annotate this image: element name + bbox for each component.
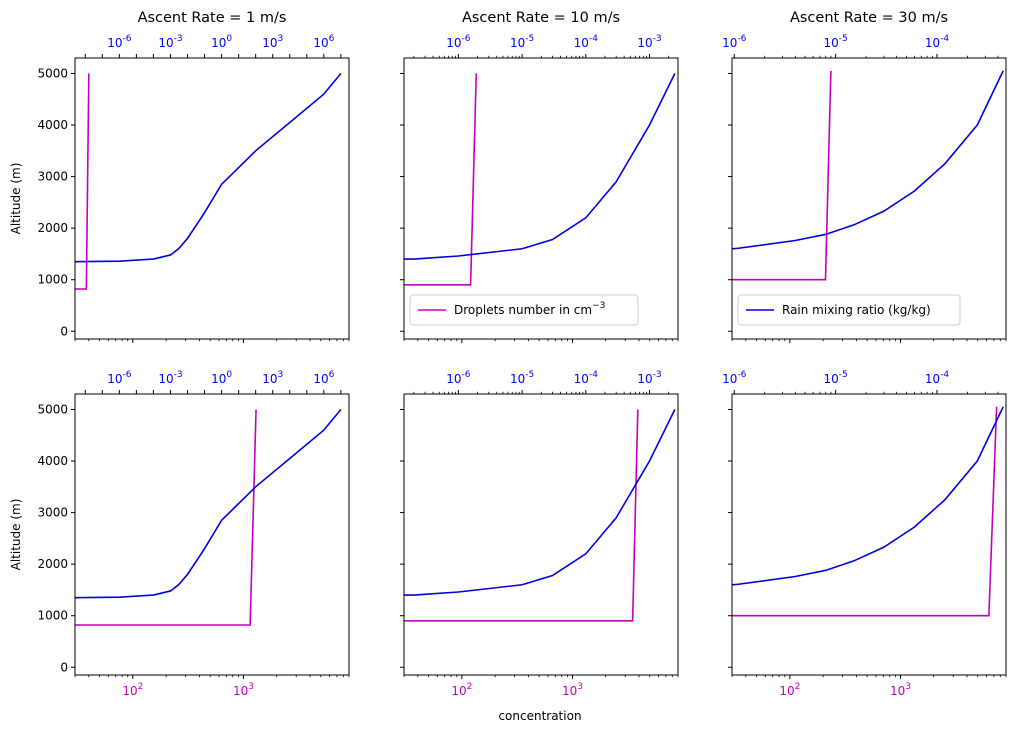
top-tick-label: 10-4 bbox=[574, 34, 599, 50]
bottom-tick-label: 103 bbox=[233, 682, 254, 698]
y-tick-label: 1000 bbox=[37, 609, 68, 623]
rain-line-r0c0 bbox=[75, 72, 342, 263]
top-tick-label: 10-4 bbox=[574, 370, 599, 386]
axes-frame-r0c0 bbox=[74, 57, 350, 340]
top-tick-label: 10-4 bbox=[925, 34, 950, 50]
y-axis-label: Altitude (m) bbox=[9, 163, 23, 235]
figure-xlabel: concentration bbox=[498, 709, 581, 723]
top-tick-label: 10-3 bbox=[158, 34, 182, 50]
rain-line-r0c1 bbox=[404, 73, 676, 260]
top-tick-label: 10-5 bbox=[823, 370, 847, 386]
droplets-line-r0c2 bbox=[732, 70, 832, 281]
y-tick-label: 4000 bbox=[37, 118, 68, 132]
top-tick-label: 103 bbox=[262, 370, 283, 386]
panel-r1c2: 102 103 10-6 10-5 10-4 bbox=[722, 370, 1007, 698]
y-tick-label: 3000 bbox=[37, 170, 68, 184]
y-tick-label: 2000 bbox=[37, 557, 68, 571]
top-tick-label: 10-3 bbox=[637, 34, 661, 50]
panel-r0c2: 10-6 10-5 10-4 Ascent Rate = 30 m/s Rain mix… bbox=[722, 10, 1007, 343]
y-tick-label: 5000 bbox=[37, 66, 68, 80]
top-tick-label: 10-4 bbox=[925, 370, 950, 386]
panel-r0c0: 0 1000 2000 3000 4000 5000 Altitude (m) 10-6 10-… bbox=[9, 10, 350, 343]
panel-title: Ascent Rate = 10 m/s bbox=[462, 10, 620, 26]
y-tick-label: 3000 bbox=[37, 506, 68, 520]
bottom-tick-label: 102 bbox=[779, 682, 800, 698]
y-tick-label: 0 bbox=[60, 324, 68, 338]
top-tick-label: 106 bbox=[313, 34, 334, 50]
legend-r0c1: Droplets number in cm−3 bbox=[409, 294, 639, 326]
y-tick-label: 2000 bbox=[37, 221, 68, 235]
panel-r0c1: 10-6 10-5 10-4 10-3 Ascent Rate = 10 m/s Drop… bbox=[400, 10, 679, 343]
axes-frame-r0c2 bbox=[731, 57, 1007, 340]
y-tick-label: 4000 bbox=[37, 454, 68, 468]
axes-frame-r1c0 bbox=[74, 393, 350, 676]
bottom-tick-label: 102 bbox=[122, 682, 143, 698]
legend-label: Droplets number in cm−3 bbox=[454, 301, 605, 317]
top-tick-label: 10-6 bbox=[446, 34, 471, 50]
panel-r1c1: 102 103 10-6 10-5 10-4 10-3 bbox=[400, 370, 679, 698]
droplets-line-r1c2 bbox=[732, 406, 998, 617]
legend-box bbox=[409, 294, 639, 326]
droplets-line-r1c1 bbox=[404, 409, 639, 622]
top-tick-label: 100 bbox=[211, 34, 232, 50]
droplets-line-r0c1 bbox=[404, 73, 478, 286]
top-tick-label: 10-6 bbox=[722, 370, 747, 386]
top-tick-label: 10-6 bbox=[722, 34, 747, 50]
legend-box bbox=[737, 294, 961, 326]
top-tick-label: 103 bbox=[262, 34, 283, 50]
axes-frame-r1c2 bbox=[731, 393, 1007, 676]
droplets-line-r0c0 bbox=[75, 73, 90, 290]
rain-line-r1c2 bbox=[732, 406, 1004, 586]
droplets-line-r1c0 bbox=[75, 409, 257, 626]
top-tick-label: 10-6 bbox=[446, 370, 471, 386]
bottom-tick-label: 103 bbox=[562, 682, 583, 698]
top-tick-label: 10-5 bbox=[823, 34, 847, 50]
panel-title: Ascent Rate = 1 m/s bbox=[138, 10, 287, 26]
top-tick-label: 10-6 bbox=[107, 34, 132, 50]
legend-label: Rain mixing ratio (kg/kg) bbox=[782, 303, 931, 317]
rain-line-r1c1 bbox=[404, 409, 676, 596]
top-tick-label: 10-3 bbox=[637, 370, 661, 386]
panel-r1c0: 0 1000 2000 3000 4000 5000 Altitude (m) 102 103 1… bbox=[9, 370, 350, 698]
bottom-tick-label: 102 bbox=[451, 682, 472, 698]
y-axis-label: Altitude (m) bbox=[9, 499, 23, 571]
rain-line-r1c0 bbox=[75, 408, 342, 599]
legend-r0c2: Rain mixing ratio (kg/kg) bbox=[737, 294, 961, 326]
top-tick-label: 10-5 bbox=[510, 370, 534, 386]
y-tick-label: 1000 bbox=[37, 273, 68, 287]
y-tick-label: 0 bbox=[60, 660, 68, 674]
rain-line-r0c2 bbox=[732, 70, 1004, 250]
y-tick-label: 5000 bbox=[37, 402, 68, 416]
bottom-tick-label: 103 bbox=[890, 682, 911, 698]
top-tick-label: 106 bbox=[313, 370, 334, 386]
panel-title: Ascent Rate = 30 m/s bbox=[790, 10, 948, 26]
top-tick-label: 10-6 bbox=[107, 370, 132, 386]
top-tick-label: 100 bbox=[211, 370, 232, 386]
top-tick-label: 10-5 bbox=[510, 34, 534, 50]
top-tick-label: 10-3 bbox=[158, 370, 182, 386]
